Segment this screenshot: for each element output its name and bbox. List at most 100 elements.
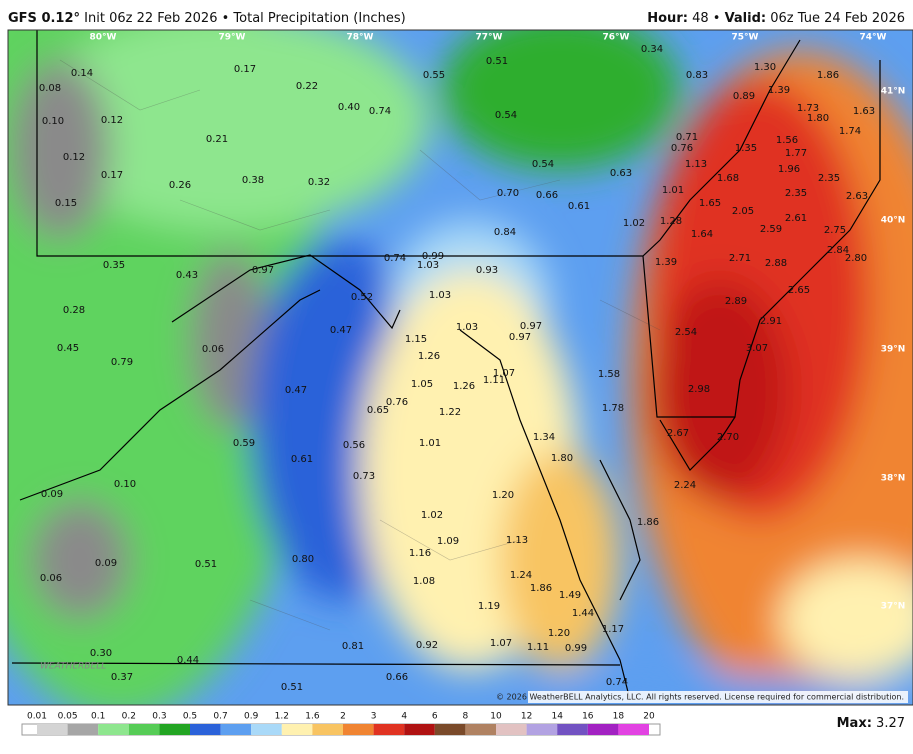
colorbar-cell	[128, 724, 160, 735]
precip-value: 1.78	[602, 403, 624, 414]
precip-value: 0.37	[111, 672, 133, 683]
precip-value: 0.15	[55, 198, 77, 209]
colorbar-cell	[373, 724, 405, 735]
precip-value: 1.11	[527, 642, 549, 653]
precip-value: 0.81	[342, 641, 364, 652]
precip-value: 1.49	[559, 590, 581, 601]
copyright: © 2026 WeatherBELL Analytics, LLC. All r…	[496, 693, 904, 702]
precip-value: 1.07	[490, 638, 512, 649]
precip-value: 1.01	[662, 185, 684, 196]
latitude-label: 39°N	[881, 345, 906, 355]
colorbar-label: 0.3	[152, 712, 166, 722]
precip-value: 2.59	[760, 224, 782, 235]
precip-value: 2.35	[785, 188, 807, 199]
colorbar-label: 0.2	[122, 712, 136, 722]
precip-value: 0.34	[641, 44, 663, 55]
colorbar-label: 0.1	[91, 712, 105, 722]
precip-value: 1.44	[572, 608, 594, 619]
precip-value: 1.39	[768, 85, 790, 96]
longitude-label: 77°W	[476, 33, 503, 43]
precip-value: 1.26	[453, 381, 475, 392]
colorbar-label: 0.01	[27, 712, 47, 722]
colorbar-cell	[496, 724, 527, 735]
longitude-label: 74°W	[860, 33, 887, 43]
precip-value: 1.63	[853, 106, 875, 117]
precip-value: 1.96	[778, 164, 800, 175]
precip-value: 1.64	[691, 229, 713, 240]
precip-value: 0.76	[671, 143, 693, 154]
max-label: Max:	[837, 716, 872, 731]
colorbar-label: 1.2	[275, 712, 289, 722]
precip-value: 1.34	[533, 432, 555, 443]
precip-value: 1.20	[548, 628, 570, 639]
precip-value: 0.06	[40, 573, 62, 584]
precip-value: 0.12	[63, 152, 85, 163]
colorbar-cell	[465, 724, 496, 735]
precip-value: 1.02	[421, 510, 443, 521]
precip-value: 0.32	[308, 177, 330, 188]
precip-value: 2.84	[827, 245, 849, 256]
precip-value: 0.06	[202, 344, 224, 355]
precip-value: 1.15	[405, 334, 427, 345]
map-field	[8, 30, 913, 705]
hour: 48 •	[692, 11, 720, 26]
precip-value: 0.40	[338, 102, 360, 113]
longitude-label: 78°W	[347, 33, 374, 43]
longitude-label: 79°W	[219, 33, 246, 43]
precip-value: 2.89	[725, 296, 747, 307]
precip-value: 2.80	[845, 253, 867, 264]
latitude-label: 41°N	[881, 87, 906, 97]
precip-value: 1.03	[417, 260, 439, 271]
precip-value: 0.52	[351, 292, 373, 303]
precip-value: 0.97	[520, 321, 542, 332]
colorbar-label: 3	[371, 712, 377, 722]
precip-value: 0.26	[169, 180, 191, 191]
precip-value: 0.28	[63, 305, 85, 316]
precip-value: 2.91	[760, 316, 782, 327]
precip-value: 1.16	[409, 548, 431, 559]
precip-value: 0.12	[101, 115, 123, 126]
colorbar-cell	[220, 724, 252, 735]
precip-value: 2.70	[717, 432, 739, 443]
precip-value: 0.55	[423, 70, 445, 81]
precip-value: 0.99	[565, 643, 587, 654]
precip-value: 1.26	[418, 351, 440, 362]
colorbar-cell	[343, 724, 374, 735]
colorbar-cell	[312, 724, 343, 735]
precip-value: 0.74	[384, 253, 406, 264]
colorbar-cell	[587, 724, 619, 735]
precip-value: 0.10	[114, 479, 136, 490]
precip-value: 1.74	[839, 126, 861, 137]
precip-value: 0.61	[568, 201, 590, 212]
precip-value: 0.84	[494, 227, 516, 238]
precip-value: 0.73	[353, 471, 375, 482]
precip-value: 0.74	[369, 106, 391, 117]
precip-value: 1.73	[797, 103, 819, 114]
colorbar-label: 0.5	[183, 712, 197, 722]
precip-value: 0.97	[252, 265, 274, 276]
precip-value: 1.01	[419, 438, 441, 449]
colorbar-cell	[557, 724, 588, 735]
precip-value: 0.09	[41, 489, 63, 500]
precip-value: 1.65	[699, 198, 721, 209]
colorbar-label: 0.9	[244, 712, 259, 722]
precip-value: 2.71	[729, 253, 751, 264]
precip-value: 1.02	[623, 218, 645, 229]
precip-value: 0.56	[343, 440, 365, 451]
precip-value: 0.74	[606, 677, 628, 688]
precip-value: 1.77	[785, 148, 807, 159]
colorbar-label: 18	[613, 712, 625, 722]
colorbar-cell	[618, 724, 649, 735]
precip-value: 0.83	[686, 70, 708, 81]
colorbar-cell	[404, 724, 435, 735]
precip-value: 0.10	[42, 116, 64, 127]
precip-value: 0.66	[536, 190, 558, 201]
precip-value: 2.65	[788, 285, 810, 296]
precip-value: 1.68	[717, 173, 739, 184]
precip-value: 0.08	[39, 83, 61, 94]
precip-value: 1.28	[660, 216, 682, 227]
logo: WEATHERBELL	[40, 662, 106, 672]
latitude-label: 38°N	[881, 474, 906, 484]
precip-value: 1.05	[411, 379, 433, 390]
max: Max: 3.27	[837, 716, 905, 731]
